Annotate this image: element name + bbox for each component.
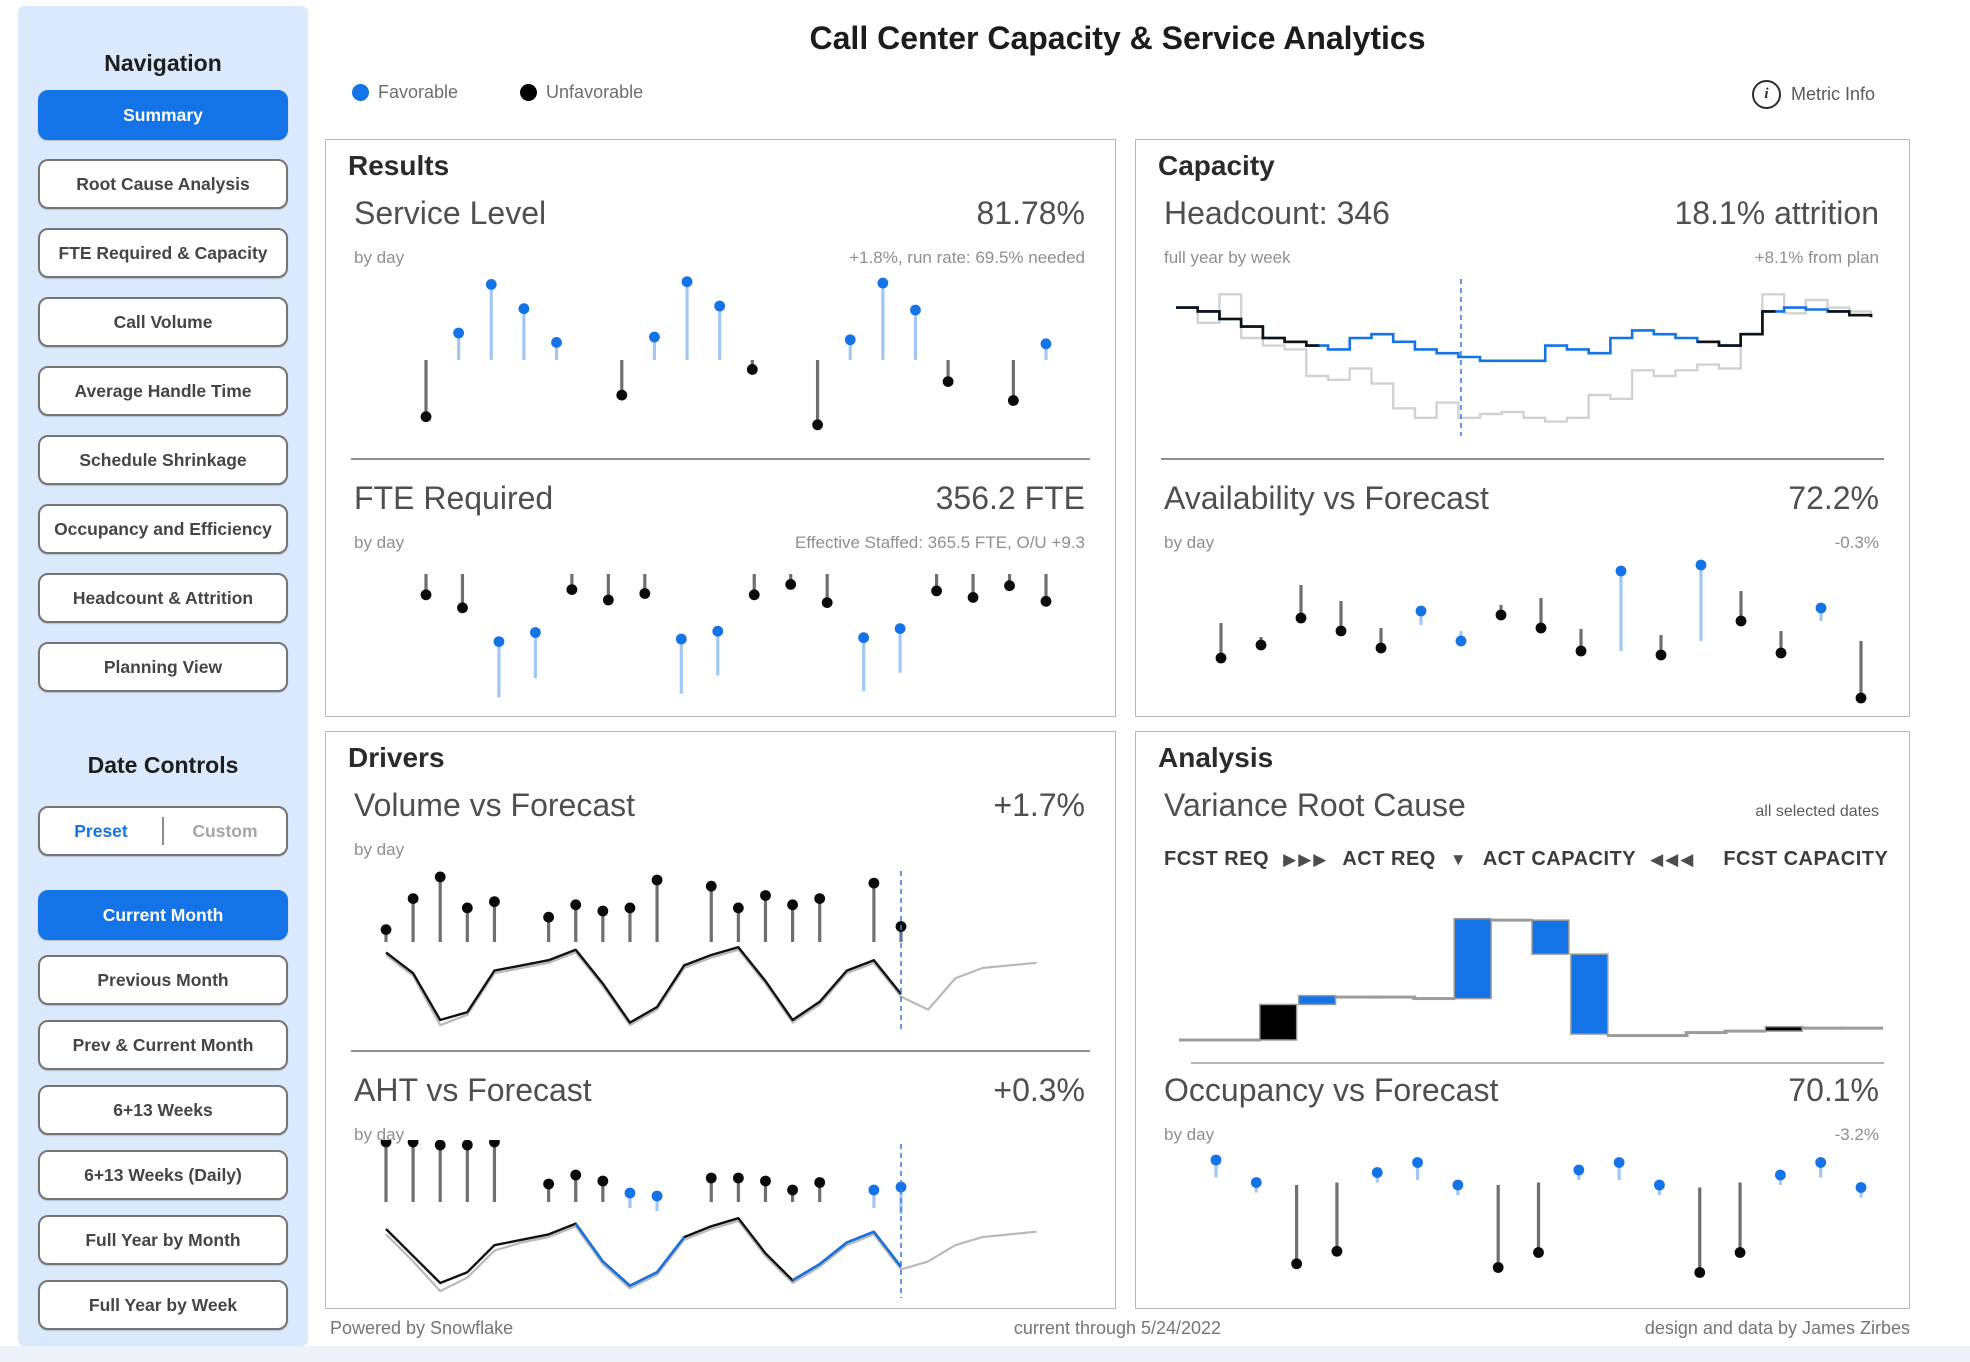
volume-title: Volume vs Forecast: [354, 787, 635, 823]
flow-arrow-icon: ▶▶▶: [1283, 849, 1329, 869]
legend-label: Unfavorable: [546, 82, 644, 102]
date-controls-title: Date Controls: [87, 752, 239, 778]
date-preset-current-month[interactable]: Current Month: [38, 890, 288, 940]
volume-value: +1.7%: [993, 787, 1085, 823]
availability-title: Availability vs Forecast: [1164, 480, 1489, 516]
availability-note: -0.3%: [1834, 533, 1879, 552]
date-preset-full-year-by-week[interactable]: Full Year by Week: [38, 1280, 288, 1330]
flow-stage-label: FCST CAPACITY: [1723, 848, 1889, 870]
all-selected-dates-note: all selected dates: [1755, 803, 1879, 820]
preset-custom-toggle: Preset Custom: [38, 806, 288, 856]
results-divider: [351, 458, 1090, 460]
variance-waterfall-chart: [1179, 917, 1883, 1042]
segmented-divider: [162, 817, 164, 845]
bottom-strip: [0, 1346, 1970, 1362]
attrition-value: 18.1% attrition: [1674, 195, 1879, 231]
capacity-panel-title: Capacity: [1158, 150, 1275, 181]
occupancy-title: Occupancy vs Forecast: [1164, 1072, 1499, 1108]
favorability-legend: Favorable Unfavorable: [352, 82, 643, 103]
drivers-panel-title: Drivers: [348, 742, 445, 773]
info-icon: i: [1752, 80, 1781, 109]
fte-required-subtitle: by day: [354, 533, 405, 552]
date-preset-list: Current Month Previous Month Prev & Curren…: [38, 890, 288, 1345]
analysis-panel: Analysis Variance Root Cause all selecte…: [1135, 731, 1910, 1309]
nav-list: Summary Root Cause Analysis FTE Required &…: [38, 90, 288, 711]
occupancy-note: -3.2%: [1834, 1125, 1879, 1144]
sidebar: Navigation Summary Root Cause Analysis FTE…: [18, 6, 308, 1346]
waterfall-baseline: [1191, 1062, 1884, 1064]
sidebar-item-summary[interactable]: Summary: [38, 90, 288, 140]
results-panel: Results Service Level 81.78% by day +1.8…: [325, 139, 1116, 717]
sidebar-item-root-cause-analysis[interactable]: Root Cause Analysis: [38, 159, 288, 209]
attrition-note: +8.1% from plan: [1754, 248, 1879, 267]
sidebar-item-average-handle-time[interactable]: Average Handle Time: [38, 366, 288, 416]
aht-value: +0.3%: [993, 1072, 1085, 1108]
fte-required-title: FTE Required: [354, 480, 554, 516]
date-preset-prev-current-month[interactable]: Prev & Current Month: [38, 1020, 288, 1070]
variance-flow-legend: FCST REQ ▶▶▶ ACT REQ ▼ ACT CAPACITY ◀◀◀ FCST C…: [1164, 848, 1888, 871]
occupancy-subtitle: by day: [1164, 1125, 1215, 1144]
preset-tab[interactable]: Preset: [74, 820, 128, 841]
footer-current-through: current through 5/24/2022: [1013, 1318, 1222, 1338]
custom-tab[interactable]: Custom: [192, 820, 258, 841]
sidebar-item-planning-view[interactable]: Planning View: [38, 642, 288, 692]
nav-title: Navigation: [104, 50, 222, 76]
metric-info-label: Metric Info: [1791, 84, 1876, 104]
headcount-title: Headcount: 346: [1164, 195, 1390, 231]
drivers-panel: Drivers Volume vs Forecast +1.7% by day …: [325, 731, 1116, 1309]
availability-value: 72.2%: [1788, 480, 1879, 516]
flow-stage-label: ACT CAPACITY: [1482, 848, 1637, 870]
flow-arrow-icon: ◀◀◀: [1650, 849, 1696, 869]
fte-required-chart: [420, 574, 1052, 698]
volume-chart: [380, 871, 1037, 1033]
footer-credit: design and data by James Zirbes: [1644, 1318, 1910, 1338]
date-preset-6-13-weeks-daily[interactable]: 6+13 Weeks (Daily): [38, 1150, 288, 1200]
analysis-panel-title: Analysis: [1158, 742, 1274, 773]
occupancy-value: 70.1%: [1788, 1072, 1879, 1108]
capacity-divider: [1161, 458, 1884, 460]
results-panel-title: Results: [348, 150, 450, 181]
capacity-panel: Capacity Headcount: 346 18.1% attrition …: [1135, 139, 1910, 717]
aht-chart: [380, 1140, 1037, 1298]
service-level-value: 81.78%: [976, 195, 1085, 231]
fte-required-note: Effective Staffed: 365.5 FTE, O/U +9.3: [795, 533, 1085, 552]
occupancy-chart: [1210, 1154, 1867, 1278]
headcount-chart: [1176, 279, 1873, 436]
flow-arrow-icon: ▼: [1449, 849, 1469, 869]
variance-root-cause-title: Variance Root Cause: [1164, 787, 1466, 823]
sidebar-item-call-volume[interactable]: Call Volume: [38, 297, 288, 347]
legend-label: Favorable: [378, 82, 459, 102]
volume-subtitle: by day: [354, 840, 405, 859]
footer-powered-by: Powered by Snowflake: [330, 1318, 514, 1338]
service-level-title: Service Level: [354, 195, 547, 231]
unfavorable-dot-icon: [520, 84, 538, 101]
sidebar-item-occupancy-and-efficiency[interactable]: Occupancy and Efficiency: [38, 504, 288, 554]
aht-title: AHT vs Forecast: [354, 1072, 592, 1108]
service-level-note: +1.8%, run rate: 69.5% needed: [849, 248, 1085, 267]
headcount-subtitle: full year by week: [1164, 248, 1291, 267]
date-preset-6-13-weeks[interactable]: 6+13 Weeks: [38, 1085, 288, 1135]
sidebar-item-schedule-shrinkage[interactable]: Schedule Shrinkage: [38, 435, 288, 485]
availability-subtitle: by day: [1164, 533, 1215, 552]
service-level-subtitle: by day: [354, 248, 405, 267]
metric-info-button[interactable]: i Metric Info: [1752, 80, 1875, 109]
aht-subtitle: by day: [354, 1125, 405, 1144]
flow-stage-label: FCST REQ: [1164, 848, 1270, 870]
legend-item-unfavorable: Unfavorable: [520, 82, 643, 103]
drivers-divider: [351, 1050, 1090, 1052]
page-title: Call Center Capacity & Service Analytics: [809, 20, 1426, 56]
fte-required-value: 356.2 FTE: [935, 480, 1085, 516]
sidebar-item-headcount-attrition[interactable]: Headcount & Attrition: [38, 573, 288, 623]
availability-chart: [1215, 559, 1867, 704]
favorable-dot-icon: [352, 84, 369, 101]
sidebar-item-fte-required-capacity[interactable]: FTE Required & Capacity: [38, 228, 288, 278]
date-preset-full-year-by-month[interactable]: Full Year by Month: [38, 1215, 288, 1265]
legend-item-favorable: Favorable: [352, 82, 458, 103]
flow-stage-label: ACT REQ: [1342, 848, 1436, 870]
service-level-chart: [420, 276, 1052, 431]
date-preset-previous-month[interactable]: Previous Month: [38, 955, 288, 1005]
